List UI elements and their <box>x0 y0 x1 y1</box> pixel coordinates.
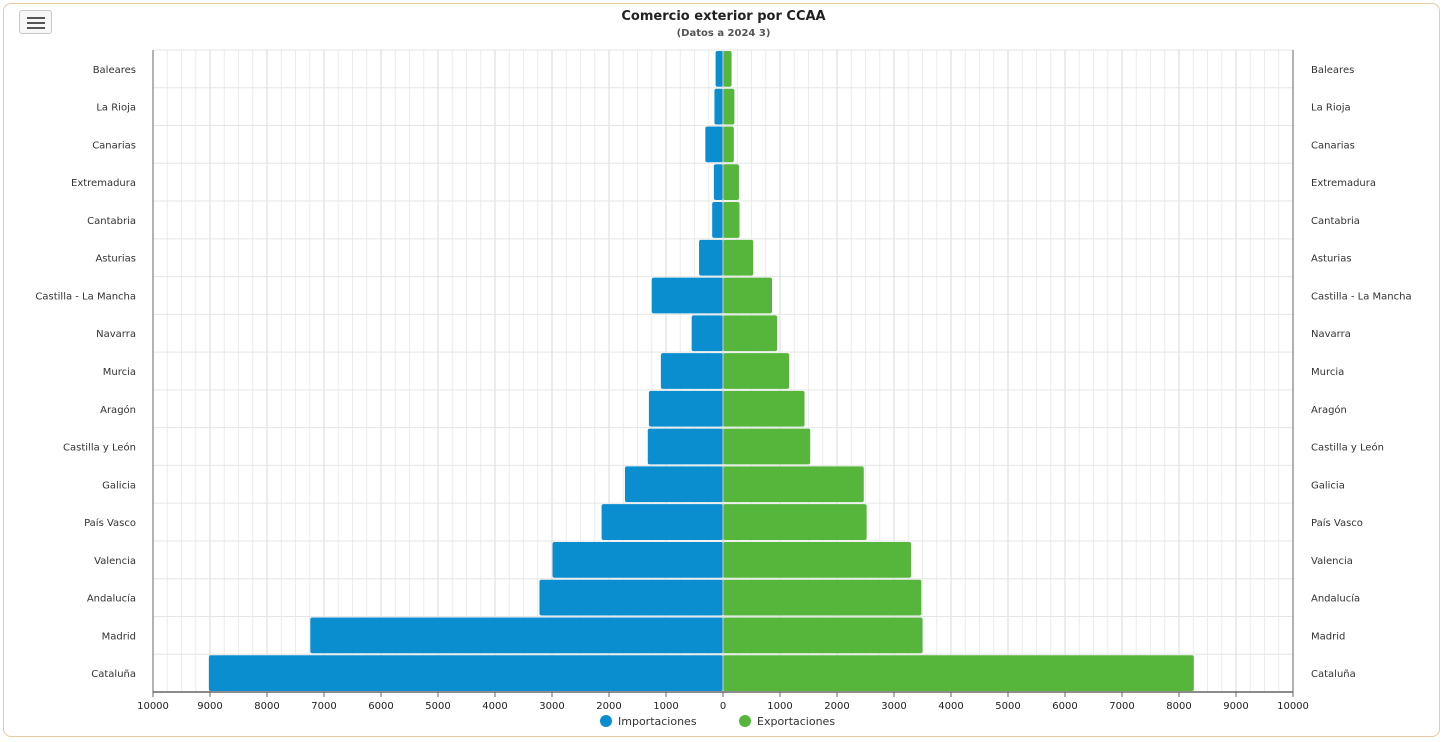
category-label-left: Madrid <box>102 631 136 642</box>
category-label-right: Navarra <box>1311 329 1351 340</box>
bar-importaciones[interactable] <box>601 504 723 540</box>
category-label-left: País Vasco <box>84 517 136 529</box>
category-label-right: Cataluña <box>1311 669 1356 680</box>
bar-importaciones[interactable] <box>648 390 723 427</box>
category-label-left: Castilla y León <box>63 442 136 454</box>
category-label-left: Cantabria <box>87 216 136 227</box>
category-label-right: Baleares <box>1311 65 1354 76</box>
bar-exportaciones[interactable] <box>723 655 1194 691</box>
legend-label-importaciones[interactable]: Importaciones <box>618 715 697 728</box>
bar-exportaciones[interactable] <box>723 315 778 352</box>
bar-exportaciones[interactable] <box>723 504 867 540</box>
x-tick-label: 10000 <box>137 701 169 712</box>
category-label-right: Valencia <box>1311 556 1353 567</box>
x-tick-label: 9000 <box>1223 701 1248 712</box>
x-tick-label: 1000 <box>767 701 792 712</box>
bar-importaciones[interactable] <box>660 353 723 389</box>
bar-importaciones[interactable] <box>651 277 723 314</box>
category-label-right: Asturias <box>1311 254 1352 265</box>
x-tick-label: 9000 <box>197 701 222 712</box>
bar-exportaciones[interactable] <box>723 88 735 125</box>
category-label-left: Castilla - La Mancha <box>35 291 136 302</box>
category-label-left: Murcia <box>103 367 136 378</box>
x-tick-label: 7000 <box>1109 701 1134 712</box>
x-tick-label: 0 <box>720 701 726 712</box>
x-tick-label: 5000 <box>995 701 1020 712</box>
bar-importaciones[interactable] <box>539 579 723 616</box>
bar-importaciones[interactable] <box>713 164 723 201</box>
category-label-left: Baleares <box>93 65 136 76</box>
bar-exportaciones[interactable] <box>723 428 811 465</box>
legend-marker-importaciones[interactable] <box>600 715 612 727</box>
hamburger-icon <box>27 17 45 19</box>
x-tick-label: 3000 <box>881 701 906 712</box>
bar-importaciones[interactable] <box>647 428 723 465</box>
x-tick-label: 4000 <box>482 701 507 712</box>
legend-label-exportaciones[interactable]: Exportaciones <box>757 715 835 728</box>
category-label-left: Canarias <box>92 140 136 151</box>
bar-exportaciones[interactable] <box>723 239 754 276</box>
bar-exportaciones[interactable] <box>723 390 805 427</box>
category-label-right: Madrid <box>1311 631 1345 642</box>
category-label-left: La Rioja <box>96 103 136 114</box>
x-tick-label: 6000 <box>368 701 393 712</box>
x-tick-label: 1000 <box>653 701 678 712</box>
legend-marker-exportaciones[interactable] <box>739 715 751 727</box>
category-label-right: Canarias <box>1311 140 1355 151</box>
bar-exportaciones[interactable] <box>723 51 732 87</box>
x-tick-label: 5000 <box>425 701 450 712</box>
category-label-left: Extremadura <box>71 178 136 189</box>
chart-menu-button[interactable] <box>19 10 52 34</box>
category-label-left: Cataluña <box>91 669 136 680</box>
category-label-left: Asturias <box>95 254 136 265</box>
chart-title: Comercio exterior por CCAA <box>621 9 826 24</box>
bar-importaciones[interactable] <box>714 88 723 125</box>
category-label-right: La Rioja <box>1311 103 1351 114</box>
bar-importaciones[interactable] <box>552 541 723 578</box>
category-label-right: Castilla - La Mancha <box>1311 291 1412 302</box>
category-label-right: Murcia <box>1311 367 1344 378</box>
category-label-left: Andalucía <box>87 593 136 605</box>
category-label-right: Castilla y León <box>1311 442 1384 454</box>
category-label-left: Galicia <box>102 480 136 491</box>
category-label-right: Andalucía <box>1311 593 1360 605</box>
chart-subtitle: (Datos a 2024 3) <box>676 28 771 39</box>
category-label-right: País Vasco <box>1311 517 1363 529</box>
bar-importaciones[interactable] <box>699 239 723 276</box>
category-label-left: Navarra <box>96 329 136 340</box>
bar-importaciones[interactable] <box>624 466 723 503</box>
bar-importaciones[interactable] <box>715 51 723 87</box>
bar-importaciones[interactable] <box>310 617 723 654</box>
bar-importaciones[interactable] <box>712 202 723 238</box>
category-label-right: Galicia <box>1311 480 1345 491</box>
x-tick-label: 3000 <box>539 701 564 712</box>
bar-importaciones[interactable] <box>705 126 723 163</box>
x-tick-label: 7000 <box>311 701 336 712</box>
bar-exportaciones[interactable] <box>723 466 864 503</box>
x-tick-label: 2000 <box>596 701 621 712</box>
x-tick-label: 8000 <box>254 701 279 712</box>
x-tick-label: 4000 <box>938 701 963 712</box>
bar-exportaciones[interactable] <box>723 579 922 616</box>
x-tick-label: 6000 <box>1052 701 1077 712</box>
bar-exportaciones[interactable] <box>723 541 912 578</box>
category-label-left: Valencia <box>94 556 136 567</box>
category-label-right: Extremadura <box>1311 178 1376 189</box>
x-tick-label: 2000 <box>824 701 849 712</box>
bar-exportaciones[interactable] <box>723 353 790 389</box>
bar-importaciones[interactable] <box>208 655 724 691</box>
category-label-right: Cantabria <box>1311 216 1360 227</box>
bar-exportaciones[interactable] <box>723 277 773 314</box>
bar-exportaciones[interactable] <box>723 164 739 201</box>
bar-exportaciones[interactable] <box>723 617 923 654</box>
bar-exportaciones[interactable] <box>723 126 734 163</box>
x-tick-label: 8000 <box>1166 701 1191 712</box>
x-tick-label: 10000 <box>1277 701 1309 712</box>
bar-importaciones[interactable] <box>691 315 723 352</box>
category-label-left: Aragón <box>100 404 136 416</box>
bar-exportaciones[interactable] <box>723 202 740 238</box>
category-label-right: Aragón <box>1311 404 1347 416</box>
